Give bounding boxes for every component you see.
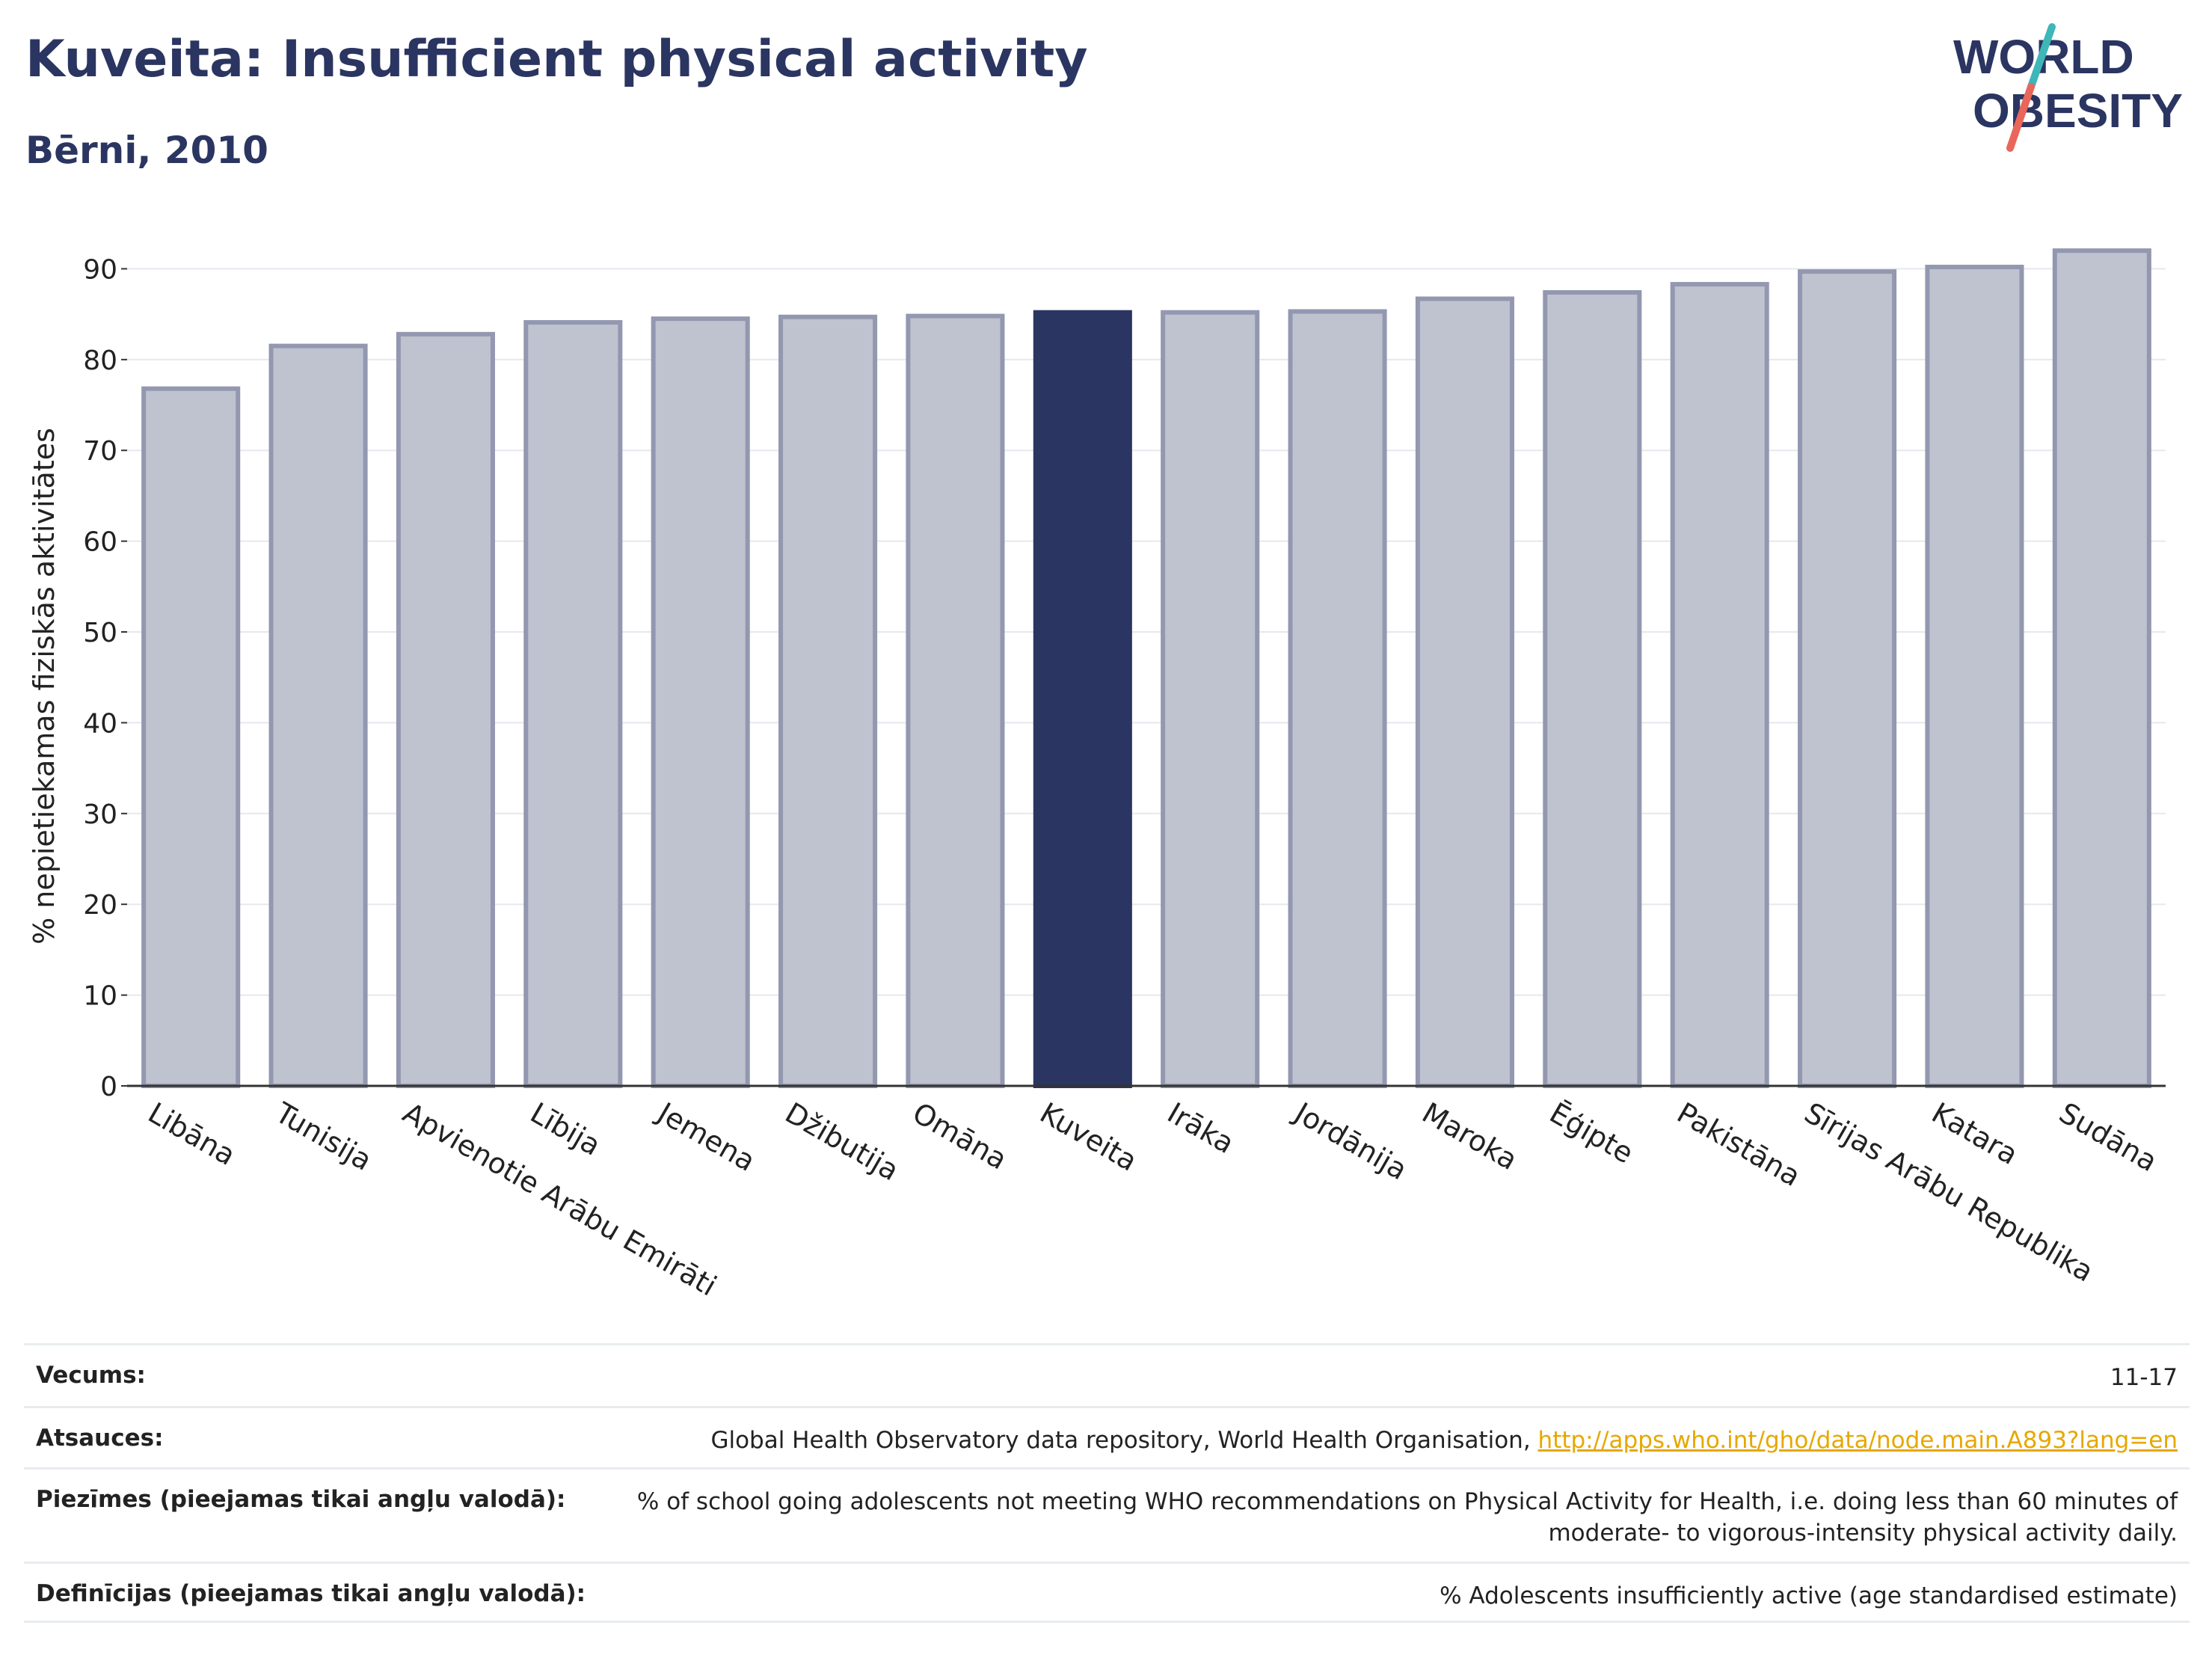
bar-15[interactable] <box>1925 264 2024 1088</box>
x-tick-label: Maroka <box>1416 1096 1523 1176</box>
x-tick-label: Tunisija <box>269 1096 377 1177</box>
y-axis-label: % nepietiekamas fiziskās aktivitātes <box>28 428 61 945</box>
x-tick-label: Lībija <box>525 1096 606 1162</box>
meta-row-definitions: Definīcijas (pieejamas tikai angļu valod… <box>24 1562 2190 1623</box>
meta-row-notes: Piezīmes (pieejamas tikai angļu valodā):… <box>24 1467 2190 1562</box>
x-tick-label: Pakistāna <box>1671 1096 1806 1193</box>
metadata-table: Vecums: 11-17 Atsauces: Global Health Ob… <box>24 1343 2190 1623</box>
notes-line1: % of school going adolescents not meetin… <box>636 1488 2178 1515</box>
x-tick-label: Irāka <box>1162 1096 1240 1160</box>
y-tick-label: 0 <box>100 1072 117 1102</box>
notes-value: % of school going adolescents not meetin… <box>637 1470 2190 1549</box>
definitions-label: Definīcijas (pieejamas tikai angļu valod… <box>36 1580 586 1607</box>
bar-13[interactable] <box>1670 282 1769 1088</box>
y-tick-label: 50 <box>83 618 117 648</box>
logo-line2: OBESITY <box>1973 84 2183 138</box>
meta-row-sources: Atsauces: Global Health Observatory data… <box>24 1406 2190 1467</box>
bar-12[interactable] <box>1543 289 1642 1088</box>
bar-1[interactable] <box>141 386 241 1088</box>
sources-label: Atsauces: <box>36 1425 164 1452</box>
logo-slash-teal <box>2027 23 2056 90</box>
notes-label: Piezīmes (pieejamas tikai angļu valodā): <box>36 1486 566 1513</box>
bar-9[interactable] <box>1161 310 1260 1088</box>
page-subtitle: Bērni, 2010 <box>25 129 268 172</box>
y-tick-label: 10 <box>83 981 117 1012</box>
x-tick-label: Sudāna <box>2053 1096 2163 1179</box>
y-tick-label: 70 <box>83 436 117 467</box>
bar-14[interactable] <box>1798 269 1897 1088</box>
bar-10[interactable] <box>1288 309 1387 1089</box>
y-tick-label: 30 <box>83 799 117 830</box>
x-tick-label: Ēģipte <box>1544 1096 1639 1170</box>
x-tick-label: Omāna <box>907 1096 1013 1176</box>
y-tick-label: 40 <box>83 708 117 739</box>
bar-6[interactable] <box>778 314 878 1088</box>
bar-7[interactable] <box>906 313 1005 1088</box>
sources-value: Global Health Observatory data repositor… <box>710 1408 2190 1456</box>
definitions-value: % Adolescents insufficiently active (age… <box>1440 1582 2178 1609</box>
world-obesity-logo: WORLD OBESITY <box>1953 23 2183 152</box>
notes-line2: moderate- to vigorous-intensity physical… <box>1548 1520 2178 1547</box>
x-tick-label: Kuveita <box>1034 1096 1143 1178</box>
y-tick-label: 20 <box>83 890 117 921</box>
x-tick-label: Katara <box>1926 1096 2024 1171</box>
x-tick-label: Džibutija <box>780 1096 905 1188</box>
sources-text: Global Health Observatory data repositor… <box>710 1427 1538 1454</box>
bar-5[interactable] <box>651 316 750 1088</box>
bar-8[interactable] <box>1033 310 1132 1088</box>
bar-11[interactable] <box>1415 296 1514 1089</box>
sources-link[interactable]: http://apps.who.int/gho/data/node.main.A… <box>1537 1427 2178 1454</box>
bar-4[interactable] <box>523 320 623 1089</box>
y-tick-label: 80 <box>83 346 117 376</box>
y-tick-label: 60 <box>83 527 117 558</box>
page-title: Kuveita: Insufficient physical activity <box>25 30 1088 89</box>
bars <box>141 248 2151 1089</box>
x-tick-label: Jordānija <box>1288 1096 1413 1187</box>
bar-3[interactable] <box>396 331 495 1088</box>
y-tick-label: 90 <box>83 254 117 285</box>
x-tick-label: Jemena <box>651 1096 761 1178</box>
bar-16[interactable] <box>2052 248 2151 1088</box>
bar-2[interactable] <box>268 343 368 1088</box>
y-tick-labels: 0 10 20 30 40 50 60 70 80 90 <box>83 254 127 1102</box>
age-label: Vecums: <box>36 1362 146 1389</box>
x-tick-label: Libāna <box>143 1096 242 1172</box>
age-value: 11-17 <box>2110 1364 2178 1391</box>
meta-row-age: Vecums: 11-17 <box>24 1343 2190 1406</box>
logo-slash-coral <box>2006 83 2035 152</box>
x-tick-labels: Libāna Tunisija Apvienotie Arābu EmirātiLī… <box>143 1096 2163 1303</box>
